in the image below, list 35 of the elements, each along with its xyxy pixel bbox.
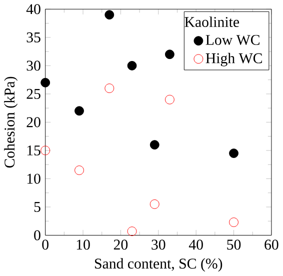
point — [150, 200, 160, 209]
x-tick-label: 30 — [152, 240, 166, 250]
point — [74, 166, 84, 176]
y-tick-label: 35 — [26, 32, 40, 43]
point — [40, 146, 50, 156]
y-tick-label: 25 — [26, 89, 40, 100]
x-tick-label: 50 — [227, 240, 241, 250]
point — [229, 218, 238, 228]
x-tick-label: 40 — [188, 240, 203, 250]
point — [104, 10, 114, 20]
y-tick-label: 10 — [27, 174, 40, 184]
y-tick-label: 0 — [34, 230, 40, 240]
point — [164, 50, 174, 60]
legend-title: Kaolinite — [184, 16, 240, 28]
y-tick-label: 40 — [26, 4, 40, 14]
point — [104, 84, 114, 94]
x-tick-label: 10 — [76, 240, 90, 250]
point — [127, 226, 137, 236]
point — [40, 78, 50, 88]
point — [74, 106, 84, 116]
y-tick-label: 30 — [26, 60, 40, 71]
point — [229, 148, 238, 158]
point — [127, 61, 137, 70]
point — [150, 140, 160, 150]
y-tick-label: 20 — [26, 117, 40, 128]
x-tick-label: 60 — [264, 240, 278, 250]
y-axis-title: Cohesion (kPa) — [4, 76, 18, 168]
y-tick-label: 5 — [34, 202, 40, 212]
legend-label: High WC — [206, 52, 262, 66]
y-tick-label: 15 — [27, 146, 40, 156]
point — [164, 95, 174, 104]
x-tick-label: 0 — [42, 240, 48, 250]
legend-label: Low WC — [206, 35, 260, 46]
x-tick-label: 20 — [114, 240, 128, 250]
x-axis-title: Sand content, SC (%) — [95, 258, 222, 272]
